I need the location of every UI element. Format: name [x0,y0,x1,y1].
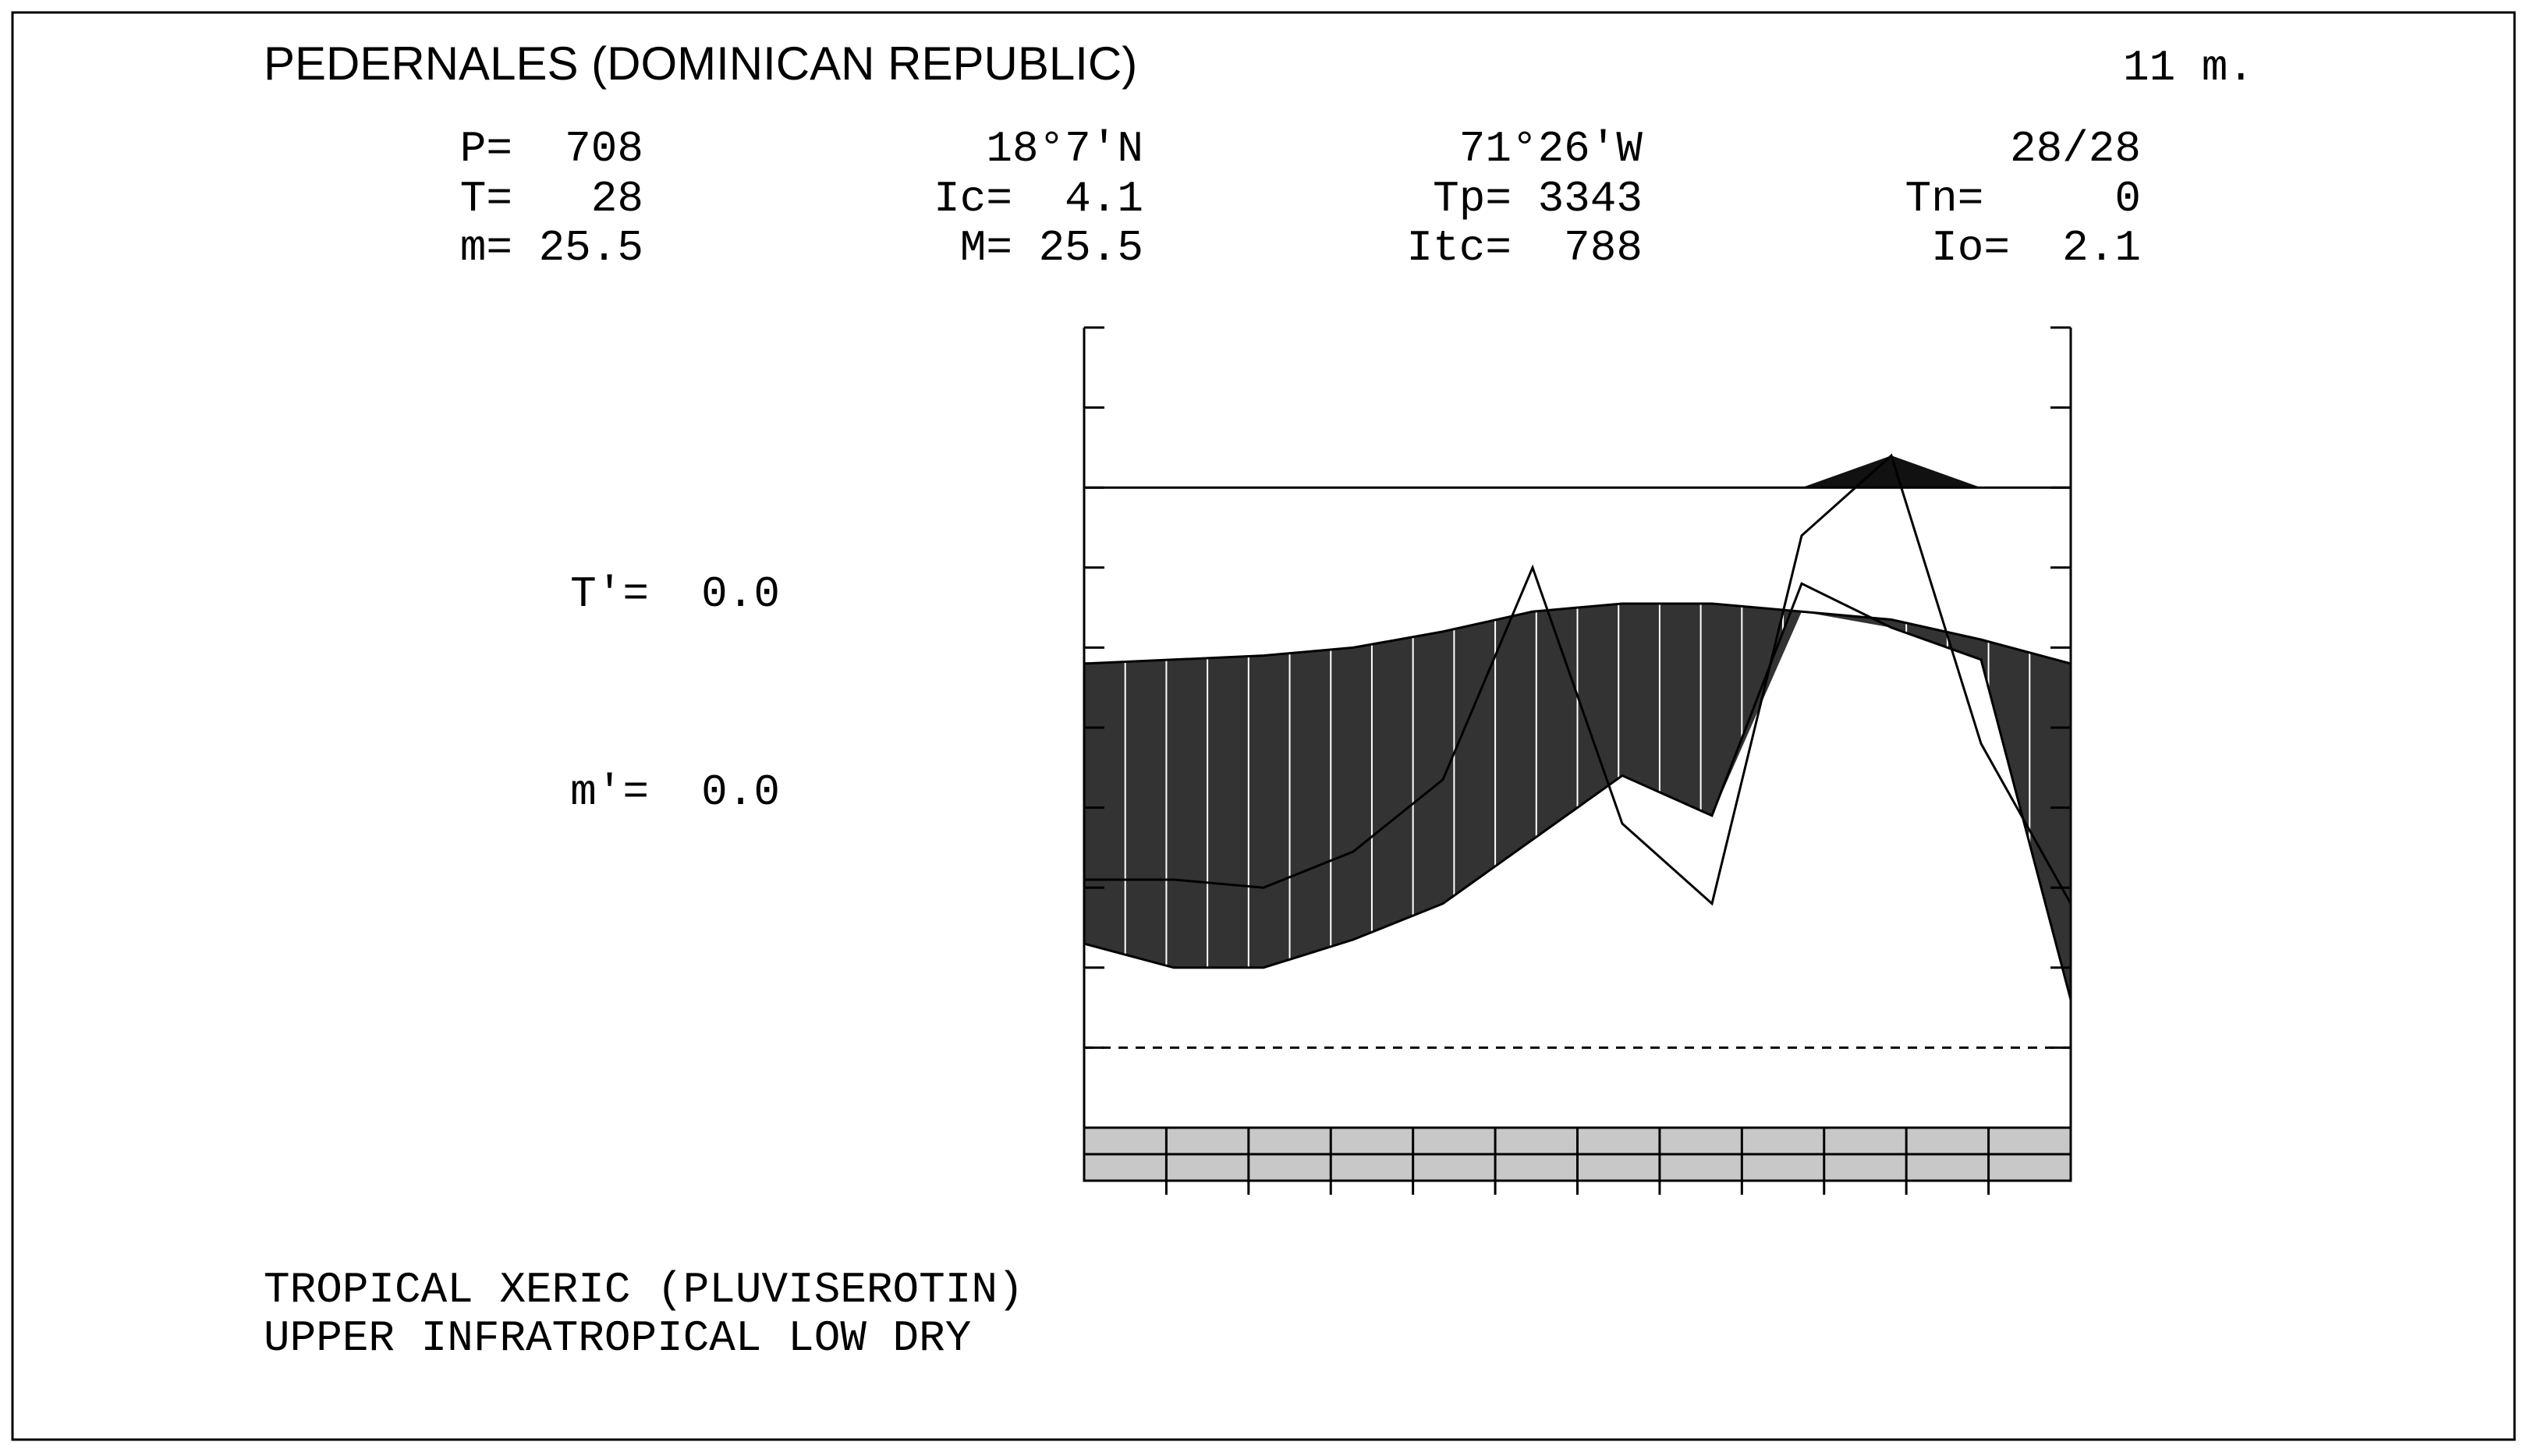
stats-column-2: 18°7'N Ic= 4.1 M= 25.5 [934,124,1143,273]
stat-io: Io= 2.1 [1931,223,2141,273]
dry-zone-segment [1174,655,1264,968]
stat-tn: Tn= 0 [1905,174,2141,224]
stat-M: M= 25.5 [960,223,1143,273]
stats-column-3: 71°26'W Tp= 3343 Itc= 788 [1407,124,1643,273]
stat-longitude: 71°26'W [1459,124,1643,174]
dry-zone-segment [1802,611,1891,628]
series-3-line [1083,602,2072,665]
stat-ic: Ic= 4.1 [934,174,1143,224]
stats-column-1: P= 708 T= 28 m= 25.5 [460,124,643,273]
station-title: PEDERNALES (DOMINICAN REPUBLIC) [264,37,1137,90]
dry-zone-segment [1622,603,1712,816]
stat-mean-temp: T= 28 [460,174,643,224]
dry-zone-segment [1443,611,1533,904]
dry-zone-segment [1981,639,2071,1000]
stat-precipitation: P= 708 [460,124,643,174]
stat-m: m= 25.5 [460,223,643,273]
classification-line-2: UPPER INFRATROPICAL LOW DRY [264,1313,971,1363]
plot-area [1083,326,2072,1195]
dry-zone-segment [1264,647,1353,968]
dry-zone-segment [1712,603,1802,816]
dry-zone-segment [1353,631,1443,940]
dry-zone-segment [1084,659,1174,968]
superhumid-zone-segment [1891,455,1981,488]
series-1-line [1083,582,2072,1001]
m-prime-value: m'= 0.0 [570,767,780,817]
classification-line-1: TROPICAL XERIC (PLUVISEROTIN) [264,1265,1024,1315]
stat-itc: Itc= 788 [1407,223,1643,273]
superhumid-zone-segment [1802,455,1891,488]
stats-column-4: 28/28 Tn= 0 Io= 2.1 [1905,124,2141,273]
altitude-label: 11 m. [2123,43,2254,93]
t-prime-value: T'= 0.0 [570,569,780,619]
stat-tp: Tp= 3343 [1433,174,1643,224]
stat-years: 28/28 [2010,124,2141,174]
series-2-line [1084,453,2072,906]
dry-zone-segment [1891,619,1981,660]
stat-latitude: 18°7'N [986,124,1143,174]
